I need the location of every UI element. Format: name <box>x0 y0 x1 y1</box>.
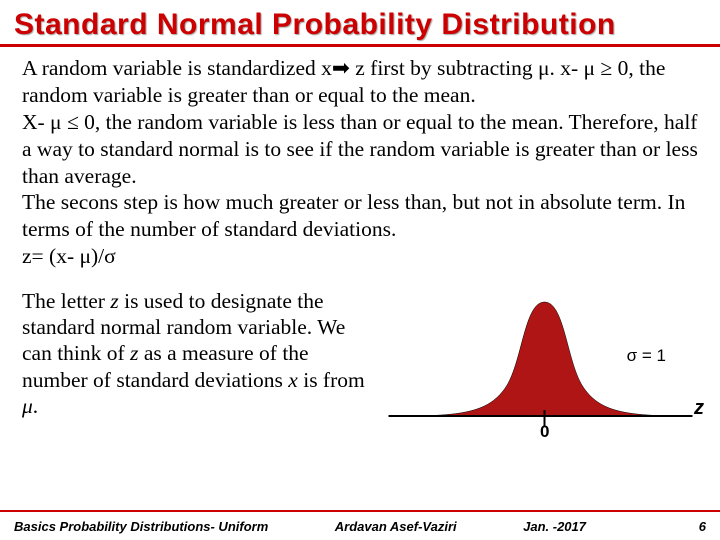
text: The letter <box>22 289 110 313</box>
footer-page-number: 6 <box>699 519 706 534</box>
footer-date: Jan. -2017 <box>523 519 586 534</box>
text: is from <box>298 368 365 392</box>
x-var: x <box>288 368 298 392</box>
main-paragraph: A random variable is standardized x➡ z f… <box>0 47 720 270</box>
bell-curve-chart: σ = 1 z 0 <box>377 288 712 448</box>
zero-label: 0 <box>540 422 549 442</box>
footer-left: Basics Probability Distributions- Unifor… <box>14 519 268 534</box>
page-title: Standard Normal Probability Distribution <box>0 0 720 47</box>
slide-footer: Basics Probability Distributions- Unifor… <box>0 510 720 540</box>
sigma-label: σ = 1 <box>627 346 666 366</box>
z-var: z <box>110 289 118 313</box>
mu-var: μ <box>22 394 33 418</box>
text: . <box>33 394 38 418</box>
footer-author: Ardavan Asef-Vaziri <box>268 519 523 534</box>
lower-section: The letter z is used to designate the st… <box>0 270 720 448</box>
secondary-paragraph: The letter z is used to designate the st… <box>22 288 377 419</box>
z-axis-label: z <box>694 397 704 420</box>
